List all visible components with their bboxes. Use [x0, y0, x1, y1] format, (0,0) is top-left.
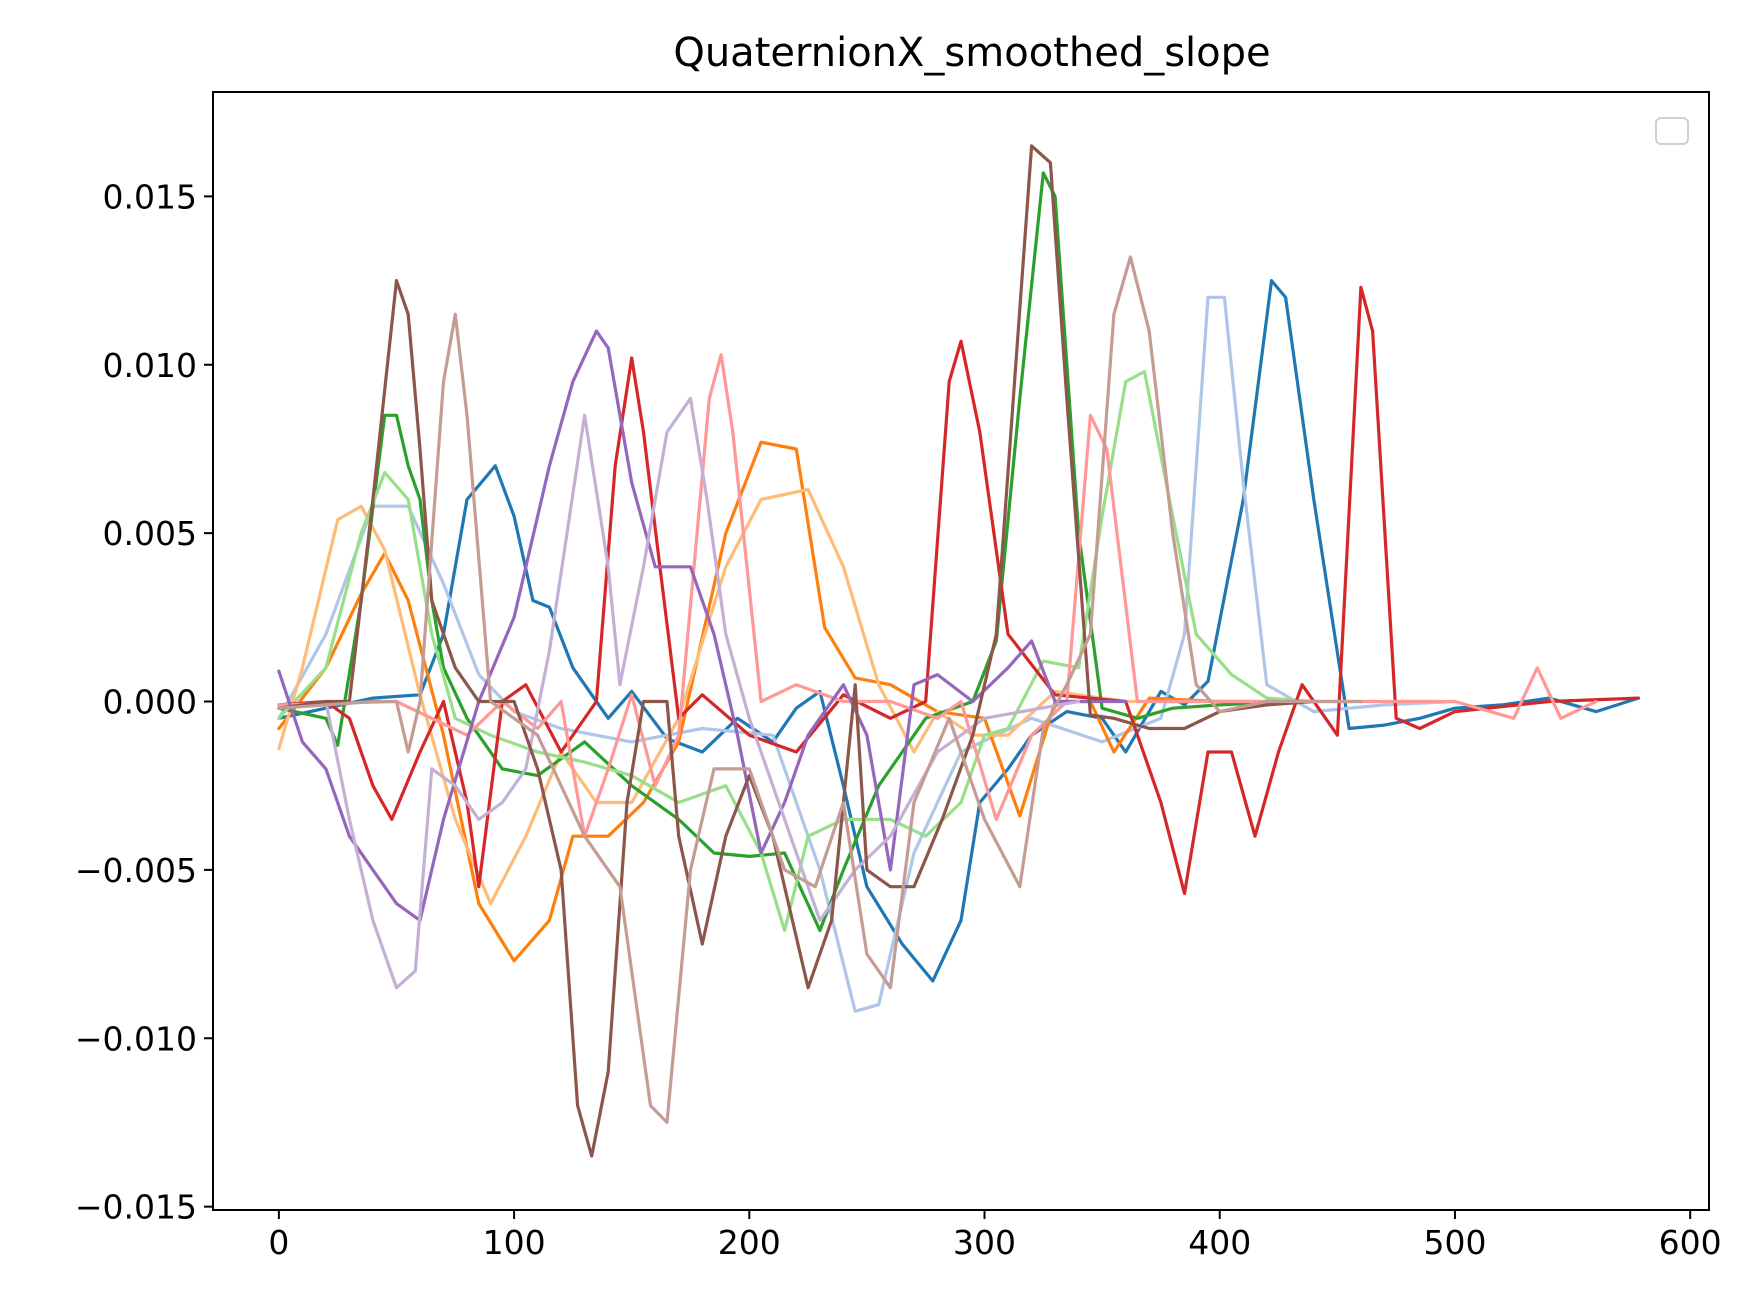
- y-tick-label: 0.000: [103, 683, 197, 722]
- legend-box: [1655, 117, 1689, 145]
- series-line-8: [277, 353, 1598, 838]
- y-tick-label: 0.005: [103, 514, 197, 553]
- x-tick-label: 200: [718, 1223, 781, 1262]
- x-tick-label: 600: [1659, 1223, 1722, 1262]
- plot-frame: [212, 91, 1710, 1211]
- series-line-6: [277, 369, 1316, 933]
- series-line-1: [277, 279, 1640, 983]
- series-line-12: [277, 255, 1363, 1124]
- series-line-10: [277, 396, 1081, 990]
- y-tick-label: 0.010: [103, 346, 197, 385]
- x-tick-label: 100: [483, 1223, 546, 1262]
- x-tick-label: 400: [1188, 1223, 1251, 1262]
- series-line-7: [277, 285, 1640, 896]
- y-tick-label: −0.005: [75, 851, 197, 890]
- y-tick-label: 0.015: [103, 177, 197, 216]
- series-line-5: [277, 171, 1292, 933]
- series-line-9: [277, 329, 1128, 922]
- x-tick-label: 300: [953, 1223, 1016, 1262]
- chart-title: QuaternionX_smoothed_slope: [673, 30, 1270, 76]
- y-tick-label: −0.010: [75, 1019, 197, 1058]
- x-tick-label: 500: [1423, 1223, 1486, 1262]
- y-tick-label: −0.015: [75, 1188, 197, 1227]
- series-line-2: [277, 295, 1457, 1013]
- x-tick-label: 0: [268, 1223, 289, 1262]
- series-line-11: [277, 144, 1316, 1158]
